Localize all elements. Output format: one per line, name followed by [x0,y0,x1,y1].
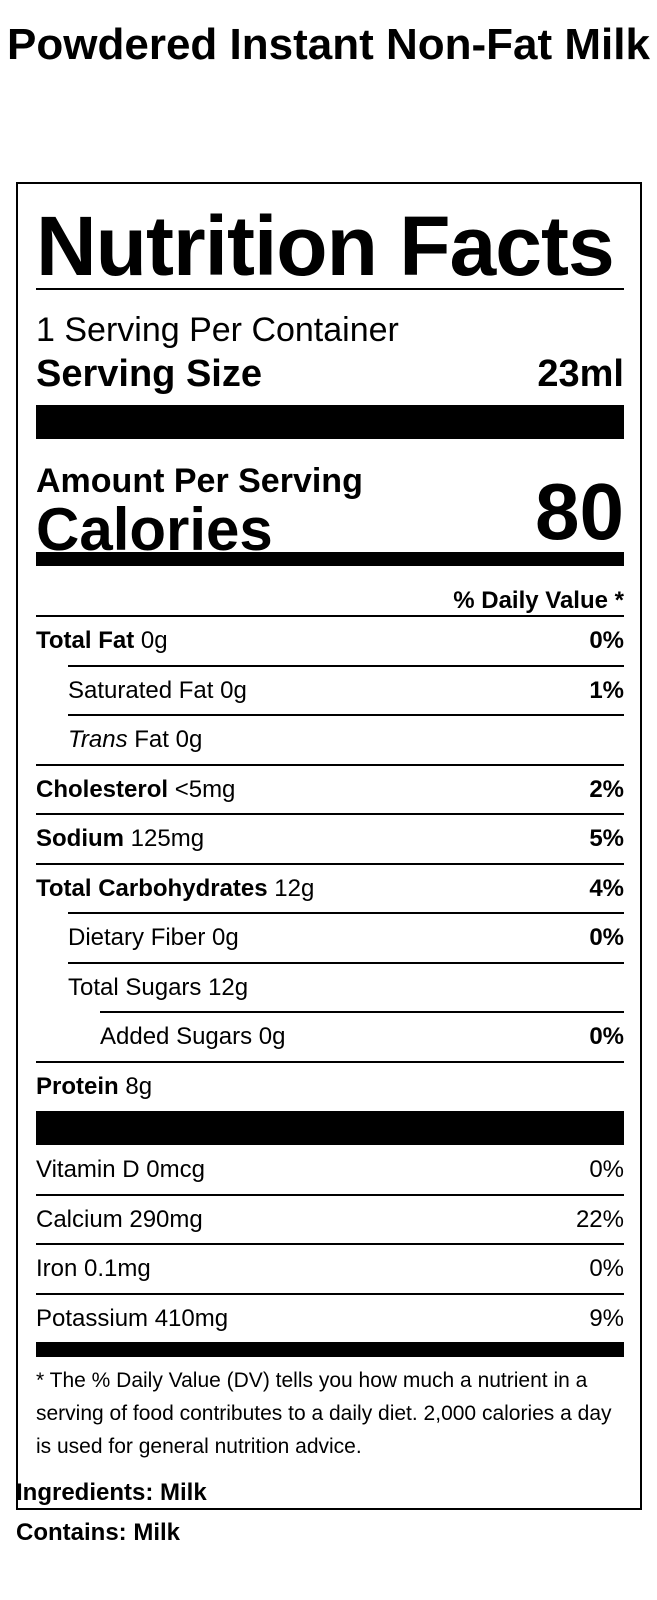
vitamin-row-vitamin-d: Vitamin D 0mcg 0% [36,1145,624,1195]
nutrient-amount: 0g [140,627,168,654]
row-divider [68,962,624,964]
row-divider [36,1293,624,1295]
nutrient-name: Fat [134,726,169,753]
vitamin-dv: 0% [589,1255,624,1282]
nutrient-name: Dietary Fiber [68,924,206,951]
nutrient-amount: 0g [175,726,203,753]
calories-label: Calories [36,496,273,563]
nutrient-row-added-sugars: Added Sugars 0g 0% [36,1012,624,1062]
nutrient-amount: 125mg [130,825,205,852]
nutrient-row-protein: Protein 8g [36,1062,624,1112]
row-divider [36,863,624,865]
vitamin-row-iron: Iron 0.1mg 0% [36,1244,624,1294]
amount-per-serving-label: Amount Per Serving [36,462,363,500]
nutrient-row-total-fat: Total Fat 0g 0% [36,616,624,666]
nutrient-amount: 12g [274,875,315,902]
allergen-statement: Contains: Milk [16,1519,181,1546]
vitamin-text: Potassium 410mg [36,1305,229,1332]
nutrient-name: Sodium [36,825,124,852]
nutrient-name-italic: Trans [68,726,128,753]
row-divider [68,665,624,667]
nutrient-name: Total Sugars [68,974,202,1001]
thick-divider-calories [36,552,624,566]
daily-value-footnote: * The % Daily Value (DV) tells you how m… [36,1369,612,1458]
serving-size-value: 23ml [537,353,624,395]
row-divider [100,1011,624,1013]
nutrient-row-sodium: Sodium 125mg 5% [36,814,624,864]
vitamin-row-calcium: Calcium 290mg 22% [36,1195,624,1245]
nutrient-dv: 0% [589,924,624,951]
nutrient-row-saturated-fat: Saturated Fat 0g 1% [36,666,624,716]
row-divider [68,714,624,716]
nutrient-row-total-carbohydrates: Total Carbohydrates 12g 4% [36,864,624,914]
nutrient-amount: 8g [125,1073,153,1100]
thick-divider-vitamins [36,1111,624,1145]
vitamin-row-potassium: Potassium 410mg 9% [36,1294,624,1344]
vitamin-dv: 22% [575,1206,624,1233]
nutrient-row-cholesterol: Cholesterol <5mg 2% [36,765,624,815]
vitamin-dv: 0% [589,1156,624,1183]
nutrient-dv: 0% [589,1023,624,1050]
servings-per-container: 1 Serving Per Container [36,311,399,349]
nutrient-name: Saturated Fat [68,677,214,704]
nutrient-dv: 2% [589,776,624,803]
thick-divider-serving [36,405,624,439]
row-divider [36,1194,624,1196]
nutrient-amount: 0g [220,677,247,704]
nutrient-dv: 1% [589,677,624,704]
nutrient-name: Total Carbohydrates [36,875,268,902]
vitamin-dv: 9% [589,1305,624,1332]
row-divider [36,813,624,815]
nutrient-row-total-sugars: Total Sugars 12g [36,963,624,1013]
nutrient-name: Total Fat [36,627,135,654]
row-divider [36,1061,624,1063]
row-divider [68,912,624,914]
nutrient-amount: 0g [212,924,239,951]
vitamin-text: Vitamin D 0mcg [36,1156,205,1183]
daily-value-header: % Daily Value * [453,587,624,614]
nutrient-amount: <5mg [174,776,236,803]
serving-size-label: Serving Size [36,353,262,395]
nutrient-dv: 0% [589,627,624,654]
nutrition-facts-panel: Nutrition Facts 1 Serving Per Container … [16,182,642,1510]
nutrition-facts-heading: Nutrition Facts [36,199,615,293]
row-divider [36,764,624,766]
nutrient-name: Protein [36,1073,119,1100]
nutrient-name: Cholesterol [36,776,169,803]
nutrient-amount: 0g [258,1023,286,1050]
calories-value: 80 [535,467,624,556]
row-divider [36,615,624,617]
nutrient-row-dietary-fiber: Dietary Fiber 0g 0% [36,913,624,963]
nutrient-name: Added Sugars [100,1023,253,1050]
nutrient-amount: 12g [208,974,249,1001]
row-divider [36,1243,624,1245]
nutrient-dv: 5% [589,825,624,852]
vitamin-text: Calcium 290mg [36,1206,203,1233]
thick-divider-footnote [36,1342,624,1357]
heading-divider [36,288,624,290]
ingredients-statement: Ingredients: Milk [16,1479,207,1506]
nutrient-dv: 4% [589,875,624,902]
nutrient-row-trans-fat: Trans Fat 0g [36,715,624,765]
vitamin-text: Iron 0.1mg [36,1255,151,1282]
product-title: Powdered Instant Non-Fat Milk [7,20,650,69]
